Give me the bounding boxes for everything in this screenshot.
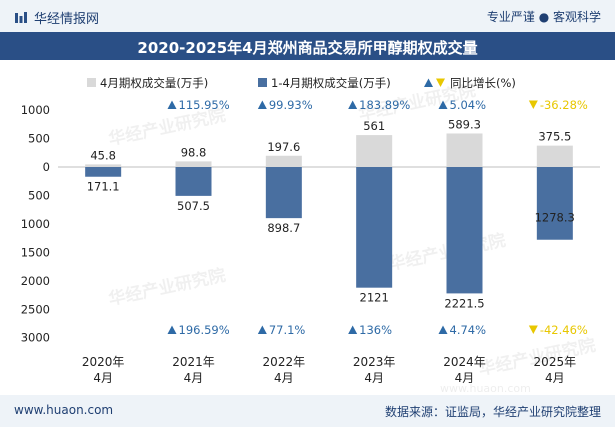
data-label-april: 45.8 — [90, 148, 116, 162]
brand-name: 华经情报网 — [34, 12, 100, 27]
x-tick-label-month: 4月 — [364, 371, 384, 385]
brand[interactable]: 华经情报网 — [14, 8, 99, 27]
y-tick-label: 500 — [28, 188, 50, 202]
growth-up-triangle-icon — [167, 100, 177, 109]
data-label-cumulative: 507.5 — [177, 199, 210, 213]
x-tick-label-year: 2024年 — [443, 355, 486, 369]
growth-up-triangle-icon — [348, 100, 358, 109]
bar-cumulative — [265, 167, 302, 219]
growth-up-triangle-icon — [257, 100, 267, 109]
bar-april — [85, 164, 122, 167]
growth-up-triangle-icon — [438, 100, 448, 109]
legend-up-triangle-icon — [424, 78, 433, 87]
growth-label-april: 5.04% — [450, 98, 487, 112]
bar-april — [356, 135, 393, 167]
legend-label-cumulative: 1-4月期权成交量(万手) — [271, 76, 391, 90]
chart-title: 2020-2025年4月郑州商品交易所甲醇期权成交量 — [137, 39, 478, 57]
x-tick-label-year: 2023年 — [353, 355, 396, 369]
footer-source: 数据来源：证监局，华经产业研究院整理 — [384, 405, 601, 419]
y-tick-label: 2000 — [21, 274, 50, 288]
top-bar: 华经情报网 专业严谨 ● 客观科学 — [0, 0, 615, 32]
growth-up-triangle-icon — [438, 325, 448, 334]
legend-label-growth: 同比增长(%) — [450, 76, 516, 90]
bar-april — [175, 161, 212, 167]
legend-swatch-april — [87, 78, 96, 87]
x-tick-label-year: 2022年 — [263, 355, 306, 369]
bar-april — [536, 145, 573, 167]
data-label-cumulative: 2221.5 — [444, 296, 484, 310]
y-tick-label: 1000 — [21, 217, 50, 231]
growth-label-cumulative: 77.1% — [269, 323, 306, 337]
y-tick-label: 500 — [28, 132, 50, 146]
growth-label-cumulative: 136% — [359, 323, 392, 337]
data-label-cumulative: 2121 — [360, 291, 389, 305]
x-tick-label-month: 4月 — [184, 371, 204, 385]
growth-label-april: 183.89% — [359, 98, 410, 112]
growth-label-april: -36.28% — [540, 98, 588, 112]
x-tick-label-year: 2021年 — [172, 355, 215, 369]
growth-label-cumulative: 196.59% — [179, 323, 230, 337]
legend-down-triangle-icon — [436, 78, 445, 87]
growth-down-triangle-icon — [528, 325, 538, 334]
y-tick-label: 1500 — [21, 245, 50, 259]
x-tick-label-year: 2025年 — [534, 355, 577, 369]
title-bar: 2020-2025年4月郑州商品交易所甲醇期权成交量 — [0, 32, 615, 60]
x-tick-label-month: 4月 — [274, 371, 294, 385]
x-tick-label-year: 2020年 — [82, 355, 125, 369]
bar-april — [265, 155, 302, 167]
slogan: 专业严谨 ● 客观科学 — [486, 10, 601, 24]
y-tick-label: 1000 — [21, 103, 50, 117]
growth-label-april: 115.95% — [179, 98, 230, 112]
y-tick-label: 2500 — [21, 302, 50, 316]
watermark-url: www.huaon.com — [440, 382, 531, 395]
growth-label-cumulative: 4.74% — [450, 323, 487, 337]
bar-cumulative — [536, 167, 573, 240]
growth-up-triangle-icon — [167, 325, 177, 334]
data-label-april: 375.5 — [538, 130, 571, 144]
legend-swatch-cumulative — [258, 78, 267, 87]
data-label-cumulative: 1278.3 — [535, 211, 575, 225]
x-tick-label-month: 4月 — [545, 371, 565, 385]
growth-label-cumulative: -42.46% — [540, 323, 588, 337]
data-label-april: 98.8 — [181, 145, 207, 159]
data-label-april: 589.3 — [448, 117, 481, 131]
chart-svg: 华经产业研究院华经产业研究院华经产业研究院华经产业研究院华经产业研究院www.h… — [21, 76, 600, 395]
x-tick-label-month: 4月 — [93, 371, 113, 385]
data-label-cumulative: 171.1 — [87, 180, 120, 194]
footer-bar: www.huaon.com 数据来源：证监局，华经产业研究院整理 — [0, 395, 615, 427]
growth-up-triangle-icon — [348, 325, 358, 334]
chart-area: 华经产业研究院华经产业研究院华经产业研究院华经产业研究院华经产业研究院www.h… — [0, 60, 615, 395]
growth-up-triangle-icon — [257, 325, 267, 334]
bar-april — [446, 133, 483, 167]
legend-label-april: 4月期权成交量(万手) — [100, 76, 208, 90]
bar-cumulative — [446, 167, 483, 294]
growth-label-april: 99.93% — [269, 98, 313, 112]
data-label-april: 197.6 — [267, 140, 300, 154]
y-tick-label: 3000 — [21, 331, 50, 345]
watermark-text: 华经产业研究院 — [107, 265, 228, 310]
footer-url[interactable]: www.huaon.com — [14, 403, 114, 417]
data-label-april: 561 — [363, 119, 385, 133]
bar-cumulative — [175, 167, 212, 196]
bar-cumulative — [85, 167, 122, 177]
huajing-logo-icon — [15, 11, 27, 23]
bar-cumulative — [356, 167, 393, 288]
data-label-cumulative: 898.7 — [267, 221, 300, 235]
growth-down-triangle-icon — [528, 100, 538, 109]
x-tick-label-month: 4月 — [455, 371, 475, 385]
y-tick-label: 0 — [43, 160, 50, 174]
